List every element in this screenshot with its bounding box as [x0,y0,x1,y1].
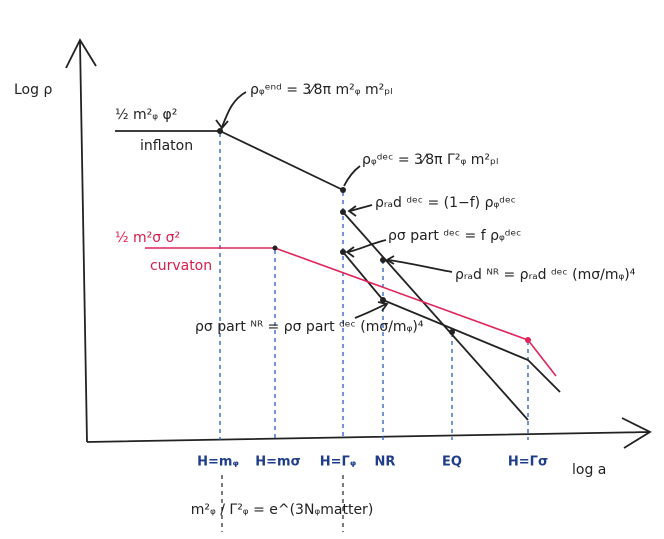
x-axis [86,417,652,449]
x-tick-label: NR [375,455,396,470]
x-tick-label: H=Γσ [508,455,548,470]
guides [219,133,529,440]
inflaton-label: inflaton [140,138,193,154]
annotation: ρᵣₐd ᴺᴿ = ρᵣₐd ᵈᵉᶜ (mσ/mᵩ)⁴ [455,267,636,283]
points [217,128,531,343]
curvaton-particle-curve [342,251,561,393]
radiation-curve [342,211,529,421]
x-tick-label: H=mσ [255,455,300,470]
y-axis [65,38,97,443]
bottom-equation: m²ᵩ / Γ²ᵩ = e^(3Nᵩmatter) [191,502,374,518]
curvaton-potential: ½ m²σ σ² [115,230,180,246]
inflaton-potential: ½ m²ᵩ φ² [115,107,177,123]
curvaton-label: curvaton [150,258,212,274]
annotation: ρᵣₐd ᵈᵉᶜ = (1−f) ρᵩᵈᵉᶜ [375,195,516,211]
annotation: ρᵩᵈᵉᶜ = 3⁄8π Γ²ᵩ m²ₚₗ [362,152,498,168]
x-tick-label: H=Γᵩ [320,455,356,470]
annotation: ρᵩᵉⁿᵈ = 3⁄8π m²ᵩ m²ₚₗ [250,82,393,98]
x-tick-label: EQ [442,455,462,470]
y-axis-label: Log ρ [14,82,52,98]
x-axis-label: log a [572,462,606,478]
annotation: ρσ part ᵈᵉᶜ = f ρᵩᵈᵉᶜ [388,228,521,244]
annotation: ρσ part ᴺᴿ = ρσ part ᵈᵉᶜ (mσ/mᵩ)⁴ [195,319,424,335]
x-tick-label: H=mᵩ [197,455,239,470]
curvaton-curve [145,247,557,377]
arrows [215,91,453,319]
